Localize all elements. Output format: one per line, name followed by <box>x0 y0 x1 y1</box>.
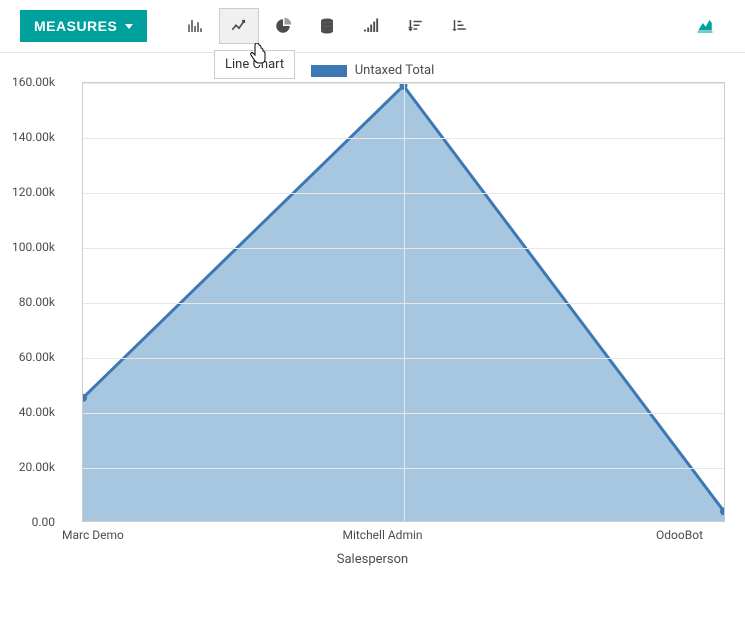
measures-button[interactable]: MEASURES <box>20 10 147 42</box>
legend-swatch <box>311 65 347 77</box>
y-tick-label: 80.00k <box>0 295 55 309</box>
sort-asc-button[interactable] <box>439 8 479 44</box>
line-chart-icon <box>230 17 248 35</box>
x-tick-label: OdooBot <box>656 528 703 542</box>
sort-desc-icon <box>406 17 424 35</box>
chart-container: Salesperson 0.00 20.00k 40.00k 60.00k 80.00k… <box>0 82 745 567</box>
y-tick-label: 60.00k <box>0 350 55 364</box>
bar-chart-icon <box>186 17 204 35</box>
signal-chart-button[interactable] <box>351 8 391 44</box>
gridline-v <box>404 83 405 521</box>
area-chart-button[interactable] <box>685 8 725 44</box>
chart-legend: Untaxed Total <box>0 53 745 82</box>
sort-asc-icon <box>450 17 468 35</box>
pie-chart-icon <box>274 17 292 35</box>
signal-icon <box>362 17 380 35</box>
y-tick-label: 120.00k <box>0 185 55 199</box>
bar-chart-button[interactable] <box>175 8 215 44</box>
measures-label: MEASURES <box>34 18 117 34</box>
x-tick-label: Marc Demo <box>62 528 124 542</box>
y-tick-label: 0.00 <box>0 515 55 529</box>
y-tick-label: 100.00k <box>0 240 55 254</box>
sort-desc-button[interactable] <box>395 8 435 44</box>
y-tick-label: 40.00k <box>0 405 55 419</box>
y-tick-label: 20.00k <box>0 460 55 474</box>
database-icon <box>318 17 336 35</box>
line-chart-tooltip: Line Chart <box>214 50 295 79</box>
toolbar: MEASURES <box>0 0 745 53</box>
line-chart-button[interactable] <box>219 8 259 44</box>
y-tick-label: 160.00k <box>0 75 55 89</box>
x-tick-label: Mitchell Admin <box>342 528 422 542</box>
pie-chart-button[interactable] <box>263 8 303 44</box>
area-chart-icon <box>696 17 714 35</box>
x-axis-title: Salesperson <box>20 552 725 567</box>
plot-area <box>82 82 725 522</box>
y-tick-label: 140.00k <box>0 130 55 144</box>
legend-label: Untaxed Total <box>355 63 434 78</box>
stacked-chart-button[interactable] <box>307 8 347 44</box>
caret-down-icon <box>125 24 133 29</box>
